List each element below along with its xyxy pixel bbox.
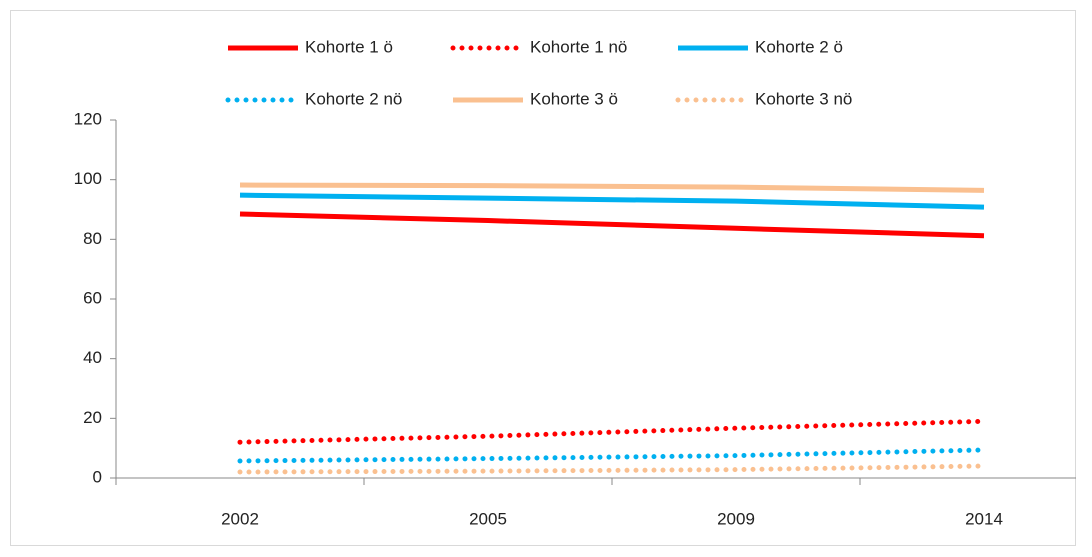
y-tick-label: 0 [93,467,102,486]
y-tick-label: 40 [83,348,102,367]
legend-label: Kohorte 1 nö [530,37,627,56]
y-tick-label: 80 [83,229,102,248]
x-tick-label: 2014 [965,509,1003,528]
x-tick-label: 2002 [221,509,259,528]
chart-frame [10,10,1076,546]
series-line [239,182,985,193]
legend-label: Kohorte 2 nö [305,89,402,108]
x-tick-label: 2009 [717,509,755,528]
legend-label: Kohorte 1 ö [305,37,393,56]
y-tick-label: 60 [83,288,102,307]
series-line [237,463,987,475]
series-line [237,447,987,464]
series-line [239,211,985,239]
x-tick-label: 2005 [469,509,507,528]
legend-label: Kohorte 3 ö [530,89,618,108]
legend-label: Kohorte 2 ö [755,37,843,56]
series-line [237,418,987,445]
y-tick-label: 120 [74,109,102,128]
y-tick-label: 20 [83,408,102,427]
series-line [239,192,985,210]
legend-label: Kohorte 3 nö [755,89,852,108]
y-tick-label: 100 [74,169,102,188]
